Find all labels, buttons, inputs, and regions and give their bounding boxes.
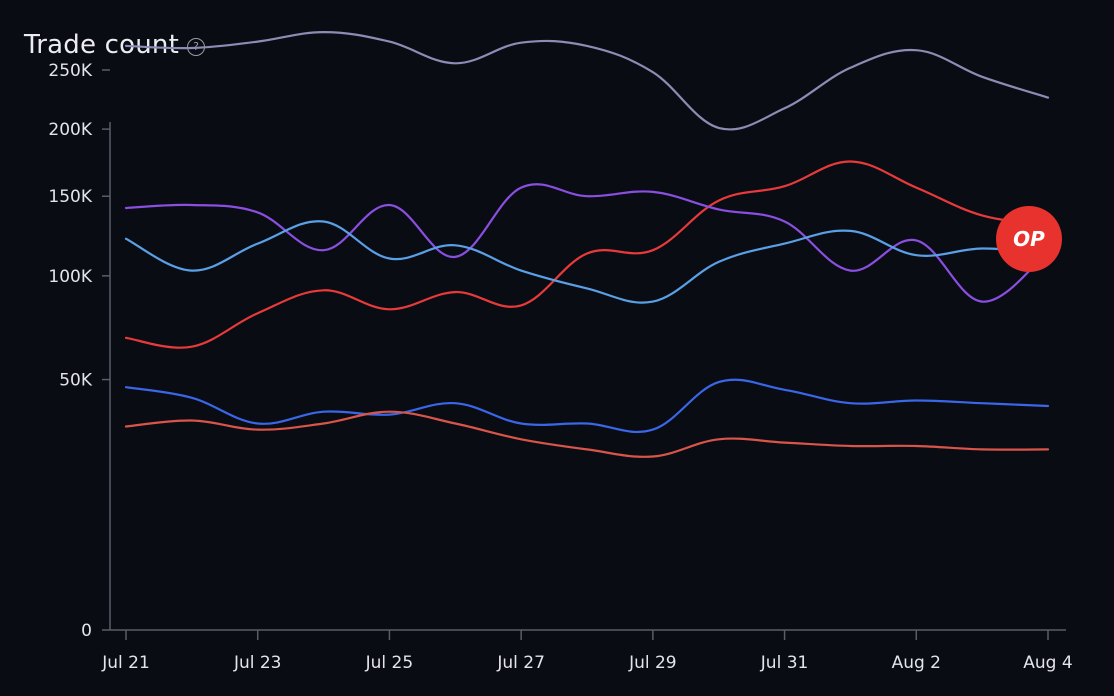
series-line-6 — [124, 410, 1050, 458]
series-line-5 — [124, 378, 1050, 434]
x-tick-label: Jul 25 — [365, 653, 414, 673]
x-tick-label: Jul 27 — [496, 653, 545, 673]
x-tick-label: Aug 2 — [892, 653, 941, 673]
series-line-1 — [124, 31, 1050, 131]
chart-series — [124, 31, 1050, 458]
x-tick-label: Jul 21 — [101, 653, 150, 673]
y-tick-label: 150K — [48, 187, 92, 207]
y-tick-label: 200K — [48, 120, 92, 140]
op-badge: OP — [996, 206, 1062, 272]
y-tick-label: 50K — [59, 371, 93, 391]
chart-header: Trade count ? — [24, 30, 206, 60]
series-line-3 — [124, 183, 1050, 303]
op-badge-label: OP — [1013, 227, 1045, 251]
y-tick-label: 0 — [81, 621, 92, 641]
y-tick-label: 250K — [48, 61, 92, 81]
x-tick-label: Jul 31 — [760, 653, 809, 673]
chart-title: Trade count — [24, 30, 180, 60]
series-line-2 — [124, 160, 1050, 349]
y-tick-label: 100K — [48, 267, 92, 287]
series-line-4 — [124, 220, 1050, 304]
chart-axes: 0 50K 100K 150K 200K 250K Jul 21 Jul 23 Jul 25 Ju… — [48, 61, 1072, 673]
x-tick-label: Aug 4 — [1023, 653, 1072, 673]
x-tick-label: Jul 29 — [628, 653, 677, 673]
x-tick-label: Jul 23 — [233, 653, 282, 673]
